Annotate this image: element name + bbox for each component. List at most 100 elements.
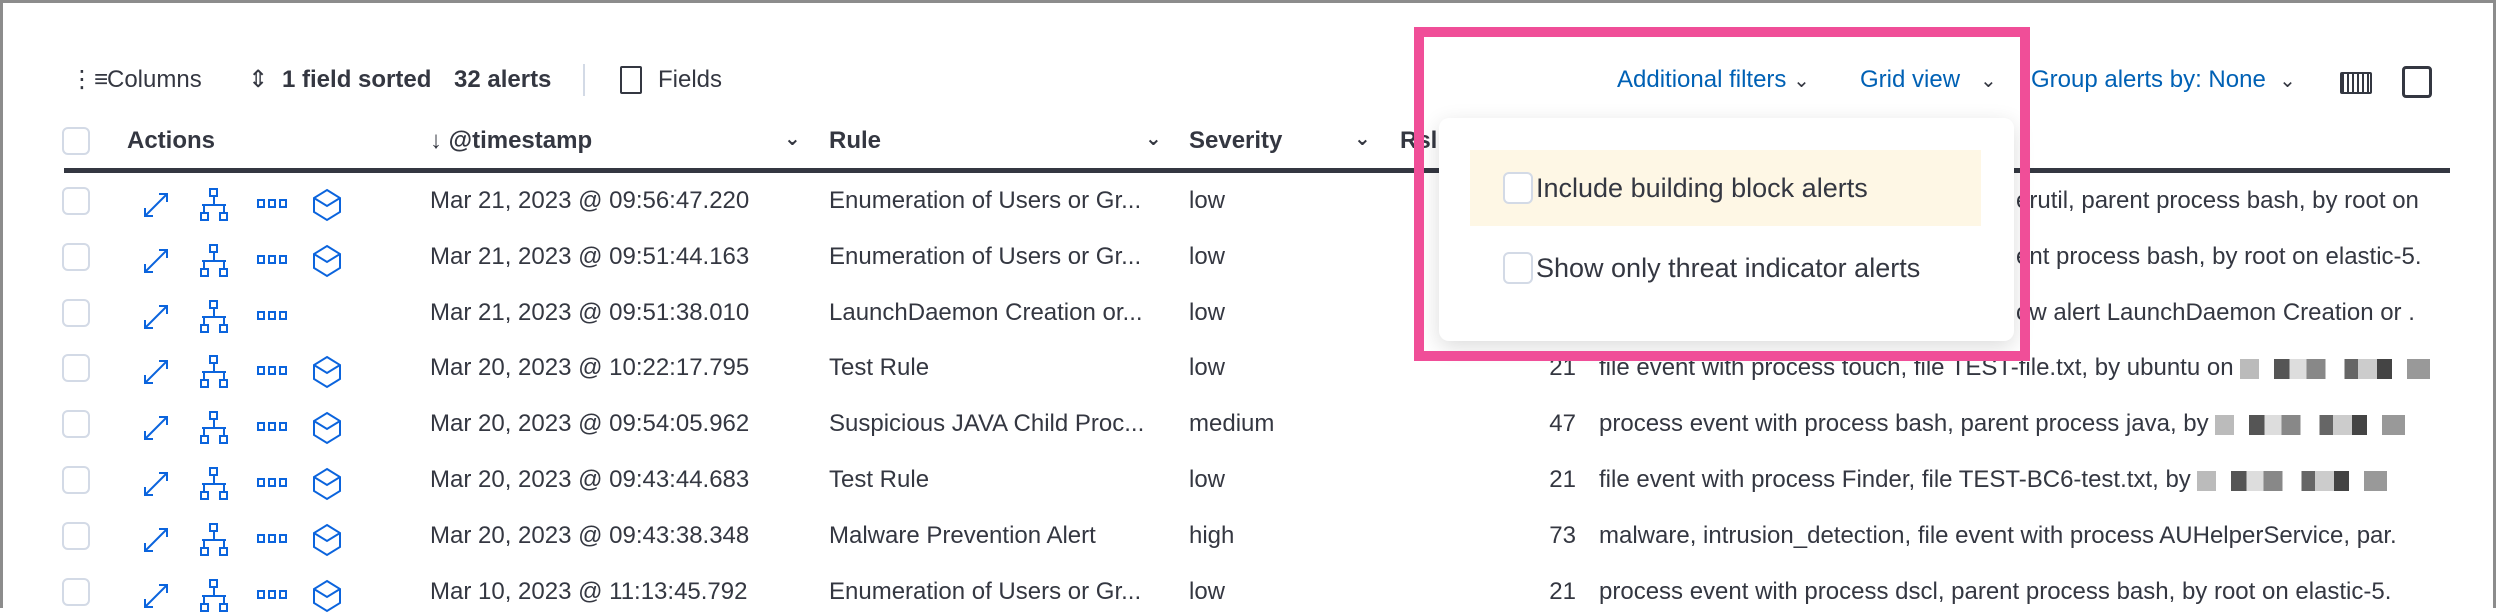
cube-icon[interactable] [312,355,342,389]
cell-severity: low [1189,354,1226,382]
cell-rule[interactable]: Enumeration of Users or Gr... [829,187,1142,214]
expand-icon[interactable] [141,581,171,611]
cell-severity: high [1189,521,1235,549]
cell-reason: ent process bash, by root on elastic-5. [2016,242,2422,272]
hierarchy-icon[interactable] [199,188,229,222]
cube-icon[interactable] [312,523,342,557]
cell-severity: medium [1189,410,1275,438]
expand-icon[interactable] [141,413,171,443]
cell-risk-score: 73 [1549,521,1576,549]
fields-button[interactable]: Fields [658,66,723,93]
chevron-down-icon[interactable]: ⌄ [1354,128,1371,150]
more-icon[interactable] [257,310,287,322]
redacted-text [2196,470,2387,491]
cell-severity: low [1189,242,1226,270]
header-timestamp[interactable]: ↓ @timestamp [430,126,592,156]
expand-icon[interactable] [141,469,171,499]
sort-desc-icon: ↓ [430,127,442,154]
more-icon[interactable] [257,254,287,266]
columns-icon: ⋮≡ [70,66,109,93]
hierarchy-icon[interactable] [199,467,229,501]
hierarchy-icon[interactable] [199,299,229,334]
chevron-down-icon[interactable]: ⌄ [784,128,801,150]
cube-icon[interactable] [312,244,342,278]
cube-icon[interactable] [312,411,342,445]
reason-text: malware, intrusion_detection, file event… [1599,521,2397,549]
hierarchy-icon[interactable] [199,243,229,278]
cell-rule[interactable]: Enumeration of Users or Gr... [829,242,1142,270]
header-severity[interactable]: Severity [1189,127,1283,154]
grid-view-button[interactable]: Grid view ⌄ [1860,66,1997,95]
cell-timestamp: Mar 20, 2023 @ 09:43:38.348 [430,521,750,549]
expand-icon[interactable] [141,525,171,555]
cell-rule[interactable]: Test Rule [829,354,930,382]
option-label: Show only threat indicator alerts [1536,253,1921,283]
popover-arrow [1707,98,1747,119]
option-include-building-block[interactable]: Include building block alerts [1470,150,1981,226]
expand-icon[interactable] [141,357,171,387]
hierarchy-icon[interactable] [199,411,229,445]
row-checkbox[interactable] [62,354,90,383]
row-checkbox[interactable] [62,521,90,550]
more-icon[interactable] [257,477,287,489]
cube-icon[interactable] [312,579,342,613]
row-checkbox[interactable] [62,187,90,215]
checkbox[interactable] [1503,172,1533,204]
additional-filters-button[interactable]: Additional filters ⌄ [1617,66,1810,95]
fullscreen-icon[interactable] [2402,66,2432,98]
redacted-text [2214,414,2405,435]
chevron-down-icon: ⌄ [1793,70,1810,92]
cell-rule[interactable]: Test Rule [829,466,930,493]
more-icon[interactable] [257,365,287,377]
toolbar-divider [583,64,585,96]
option-threat-indicator[interactable]: Show only threat indicator alerts [1470,230,1981,306]
checkbox[interactable] [1503,252,1533,284]
row-checkbox[interactable] [62,242,90,271]
sort-icon: ⇕ [248,66,269,93]
cell-reason: process event with process bash, parent … [1599,409,2405,439]
chevron-down-icon[interactable]: ⌄ [1145,128,1162,150]
expand-icon[interactable] [141,302,171,332]
reason-text: process event with process bash, parent … [1599,410,2209,438]
header-rule[interactable]: Rule [829,127,882,154]
row-checkbox[interactable] [62,298,90,327]
cell-rule[interactable]: Enumeration of Users or Gr... [829,577,1142,605]
more-icon[interactable] [257,589,287,601]
hierarchy-icon[interactable] [199,578,229,613]
select-all-checkbox[interactable] [62,127,90,155]
more-icon[interactable] [257,421,287,433]
expand-icon[interactable] [141,246,171,276]
row-checkbox[interactable] [62,577,90,606]
redacted-text [2239,359,2430,380]
additional-filters-label: Additional filters [1617,66,1787,93]
keyboard-icon[interactable] [2340,72,2372,94]
reason-text: file event with process Finder, file TES… [1599,466,2191,493]
option-label: Include building block alerts [1536,173,1868,203]
cell-reason: erutil, parent process bash, by root on [2016,186,2419,216]
cell-reason: malware, intrusion_detection, file event… [1599,521,2397,551]
cell-risk-score: 47 [1549,410,1576,438]
cell-severity: low [1189,577,1226,605]
more-icon[interactable] [257,533,287,545]
hierarchy-icon[interactable] [199,522,229,557]
columns-button[interactable]: Columns [107,66,202,93]
row-checkbox[interactable] [62,466,90,494]
cell-rule[interactable]: Malware Prevention Alert [829,521,1096,549]
cube-icon[interactable] [312,467,342,501]
additional-filters-popover: Include building block alerts Show only … [1439,118,2014,341]
cell-timestamp: Mar 21, 2023 @ 09:56:47.220 [430,187,750,214]
group-alerts-button[interactable]: Group alerts by: None ⌄ [2031,66,2296,95]
cell-rule[interactable]: LaunchDaemon Creation or... [829,298,1143,326]
fields-icon [620,66,642,94]
row-checkbox[interactable] [62,410,90,439]
cell-timestamp: Mar 10, 2023 @ 11:13:45.792 [430,577,748,605]
sort-button[interactable]: 1 field sorted [282,66,432,93]
more-icon[interactable] [257,198,287,210]
cube-icon[interactable] [312,188,342,222]
expand-icon[interactable] [141,190,171,220]
cell-timestamp: Mar 21, 2023 @ 09:51:38.010 [430,298,750,326]
hierarchy-icon[interactable] [199,355,229,389]
header-timestamp-label: @timestamp [448,127,593,154]
cell-rule[interactable]: Suspicious JAVA Child Proc... [829,410,1145,438]
